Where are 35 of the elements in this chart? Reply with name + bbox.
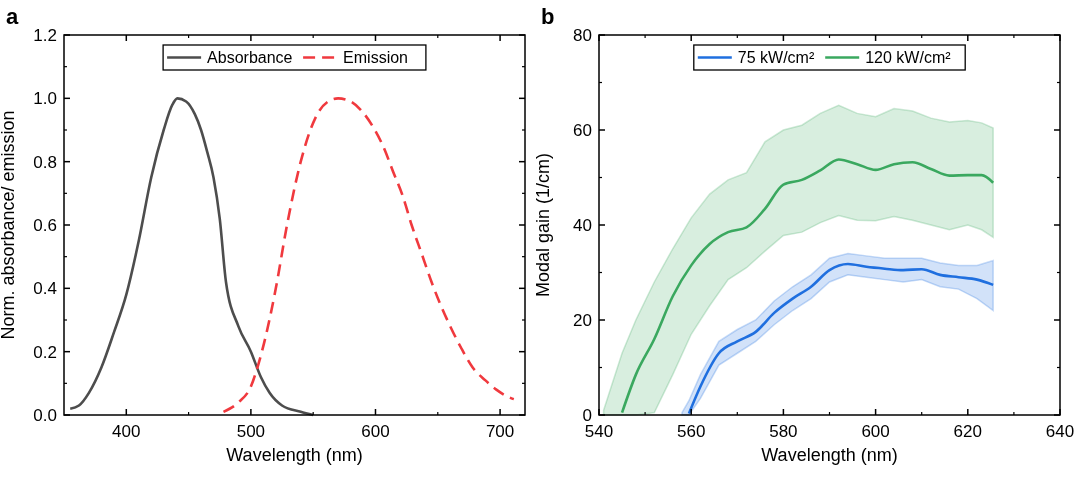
line-series (222, 97, 516, 414)
y-tick-label: 60 (573, 121, 592, 140)
y-tick-label: 1.2 (33, 26, 57, 45)
x-tick-label: 600 (861, 422, 890, 441)
x-tick-label: 640 (1045, 422, 1075, 441)
x-tick-label: 580 (769, 422, 798, 441)
y-axis-title: Modal gain (1/cm) (533, 152, 553, 298)
y-tick-label: 0.6 (33, 216, 57, 235)
y-tick-label: 20 (573, 311, 592, 330)
legend-label: 75 kW/cm² (737, 49, 815, 66)
x-axis-title: Wavelength (nm) (761, 445, 898, 465)
legend-label: 120 kW/cm² (865, 49, 952, 66)
y-tick-label: 40 (573, 216, 592, 235)
y-tick-label: 0.0 (33, 406, 57, 425)
x-tick-label: 560 (677, 422, 706, 441)
x-tick-label: 600 (361, 422, 390, 441)
chart-title: a (6, 4, 19, 29)
legend-label: Emission (343, 49, 409, 66)
y-axis-title: Norm. absorbance/ emission (0, 110, 18, 340)
line-series (68, 97, 315, 417)
chart-title: b (541, 4, 555, 29)
x-tick-label: 500 (236, 422, 266, 441)
x-axis-title: Wavelength (nm) (226, 445, 363, 465)
line-series (620, 158, 995, 414)
y-tick-label: 0 (582, 406, 592, 425)
x-tick-label: 620 (953, 422, 982, 441)
y-tick-label: 80 (573, 26, 592, 45)
x-tick-label: 400 (112, 422, 141, 441)
x-tick-label: 540 (584, 422, 614, 441)
legend-label: Absorbance (207, 49, 293, 66)
y-tick-label: 1.0 (33, 89, 57, 109)
y-tick-label: 0.2 (33, 342, 57, 362)
y-tick-label: 0.4 (33, 279, 57, 299)
y-tick-label: 0.8 (33, 152, 57, 172)
x-tick-label: 700 (485, 422, 515, 441)
